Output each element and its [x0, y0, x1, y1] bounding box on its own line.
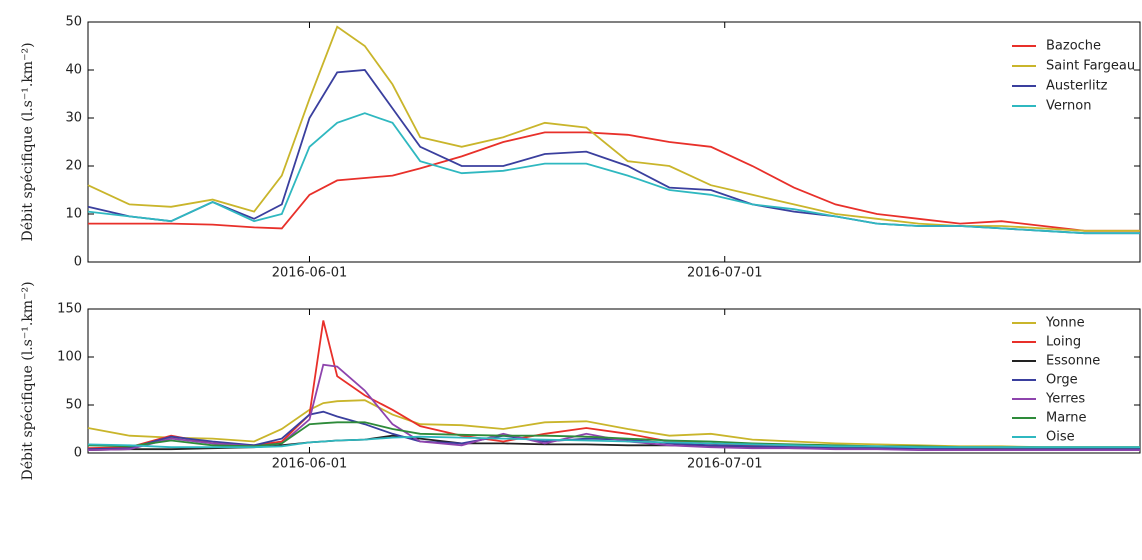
x-tick-label: 2016-06-01: [272, 266, 348, 281]
legend-label: Austerlitz: [1046, 79, 1108, 94]
series-line: [87, 410, 1140, 451]
legend-label: Marne: [1046, 411, 1087, 426]
y-axis-label: Débit spécifique (l.s⁻¹.km⁻²): [20, 42, 36, 241]
y-tick-label: 10: [65, 207, 82, 222]
legend-label: Bazoche: [1046, 39, 1101, 54]
x-tick-label: 2016-06-01: [272, 457, 348, 472]
y-tick-label: 30: [65, 111, 82, 126]
y-tick-label: 100: [57, 350, 82, 365]
x-tick-label: 2016-07-01: [687, 266, 763, 281]
y-tick-label: 50: [65, 398, 82, 413]
series-line: [87, 112, 1140, 235]
legend-label: Oise: [1046, 430, 1075, 445]
legend-label: Loing: [1046, 335, 1081, 350]
y-tick-label: 0: [74, 446, 82, 461]
legend-label: Yerres: [1045, 392, 1085, 407]
y-tick-label: 0: [74, 255, 82, 270]
series-line: [87, 435, 1140, 449]
plot-frame: [87, 21, 1141, 263]
y-tick-label: 50: [65, 15, 82, 30]
legend-label: Orge: [1046, 373, 1078, 388]
y-tick-label: 40: [65, 63, 82, 78]
legend-label: Saint Fargeau: [1046, 59, 1135, 74]
legend-label: Yonne: [1045, 316, 1085, 331]
legend-label: Vernon: [1046, 99, 1091, 114]
series-line: [87, 25, 1140, 232]
series-line: [87, 399, 1140, 449]
legend-label: Essonne: [1046, 354, 1100, 369]
y-tick-label: 150: [57, 302, 82, 317]
y-tick-label: 20: [65, 159, 82, 174]
series-line: [87, 320, 1140, 451]
plot-frame: [87, 308, 1141, 454]
y-axis-label: Débit spécifique (l.s⁻¹.km⁻²): [20, 281, 36, 480]
series-line: [88, 131, 1140, 232]
x-tick-label: 2016-07-01: [687, 457, 763, 472]
